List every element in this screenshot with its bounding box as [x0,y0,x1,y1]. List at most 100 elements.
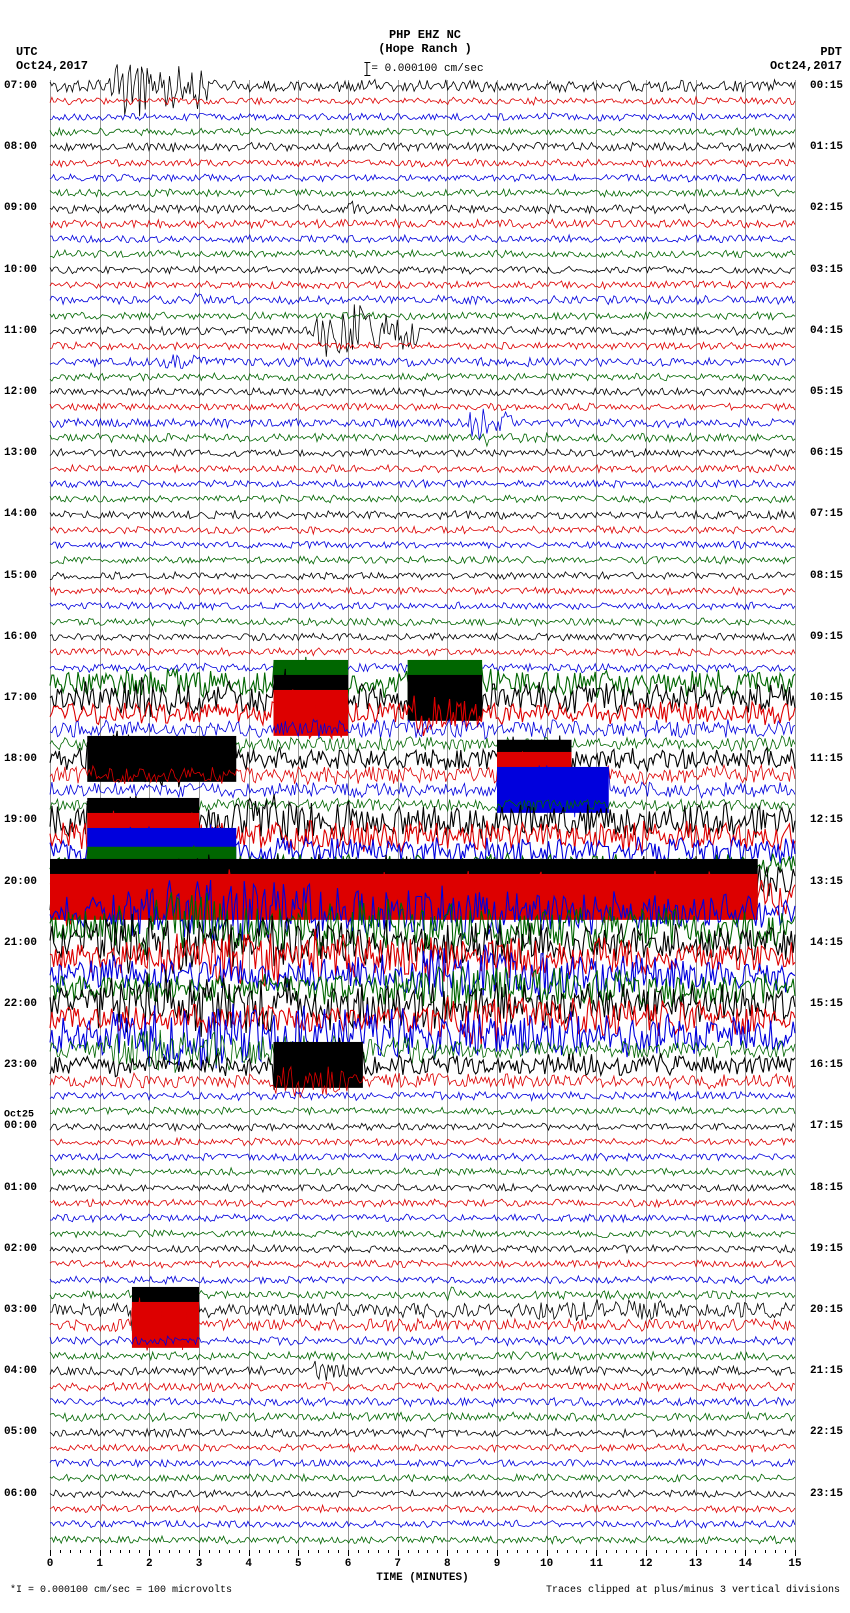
x-tick-minor [616,1550,617,1553]
x-tick-minor [189,1550,190,1553]
footer: *I = 0.000100 cm/sec = 100 microvolts Tr… [0,1585,850,1605]
x-tick [447,1550,448,1556]
x-tick-label: 1 [96,1558,103,1570]
x-tick-minor [60,1550,61,1553]
x-tick-minor [427,1550,428,1553]
time-label-utc: 04:00 [4,1365,37,1377]
time-label-utc: 01:00 [4,1182,37,1194]
x-tick-minor [219,1550,220,1553]
x-tick-label: 11 [590,1558,603,1570]
footer-left: *I = 0.000100 cm/sec = 100 microvolts [10,1585,232,1605]
x-tick-minor [537,1550,538,1553]
x-tick-minor [418,1550,419,1553]
time-label-utc: 20:00 [4,876,37,888]
x-tick-label: 0 [47,1558,54,1570]
x-tick-minor [517,1550,518,1553]
time-label-pdt: 03:15 [810,264,843,276]
x-tick-label: 2 [146,1558,153,1570]
x-tick-minor [318,1550,319,1553]
x-tick-minor [636,1550,637,1553]
time-label-utc: 18:00 [4,753,37,765]
x-tick-minor [666,1550,667,1553]
x-tick-minor [328,1550,329,1553]
date-break-label: Oct25 [4,1110,34,1121]
x-tick-minor [378,1550,379,1553]
x-tick-minor [437,1550,438,1553]
x-tick [50,1550,51,1556]
x-tick-minor [735,1550,736,1553]
time-label-pdt: 21:15 [810,1365,843,1377]
time-label-utc: 21:00 [4,937,37,949]
x-tick [745,1550,746,1556]
x-tick-minor [288,1550,289,1553]
x-tick-minor [755,1550,756,1553]
time-label-pdt: 11:15 [810,753,843,765]
x-tick-minor [70,1550,71,1553]
x-tick-minor [388,1550,389,1553]
x-tick-minor [358,1550,359,1553]
time-label-pdt: 05:15 [810,386,843,398]
x-tick-minor [785,1550,786,1553]
x-tick-minor [269,1550,270,1553]
x-tick-minor [527,1550,528,1553]
time-label-pdt: 09:15 [810,631,843,643]
time-label-utc: 05:00 [4,1426,37,1438]
time-label-utc: 19:00 [4,814,37,826]
x-tick-minor [139,1550,140,1553]
time-label-utc: 23:00 [4,1059,37,1071]
time-label-pdt: 04:15 [810,325,843,337]
time-label-pdt: 07:15 [810,508,843,520]
time-label-utc: 22:00 [4,998,37,1010]
time-label-utc: 08:00 [4,141,37,153]
x-tick-minor [110,1550,111,1553]
time-label-utc: 15:00 [4,570,37,582]
time-label-pdt: 18:15 [810,1182,843,1194]
time-label-utc: 11:00 [4,325,37,337]
x-tick-minor [308,1550,309,1553]
time-label-utc: 06:00 [4,1488,37,1500]
x-tick-minor [368,1550,369,1553]
x-tick-minor [209,1550,210,1553]
time-label-utc: 16:00 [4,631,37,643]
x-tick [149,1550,150,1556]
time-label-pdt: 01:15 [810,141,843,153]
x-tick-minor [278,1550,279,1553]
plot-area: 07:0008:0009:0010:0011:0012:0013:0014:00… [50,80,795,1550]
x-tick-label: 10 [540,1558,553,1570]
time-label-utc: 14:00 [4,508,37,520]
time-label-utc: 00:00 [4,1120,37,1132]
x-tick-label: 12 [639,1558,652,1570]
time-label-pdt: 14:15 [810,937,843,949]
x-tick-minor [487,1550,488,1553]
time-label-pdt: 17:15 [810,1120,843,1132]
time-label-pdt: 13:15 [810,876,843,888]
x-tick-minor [507,1550,508,1553]
time-label-utc: 07:00 [4,80,37,92]
x-tick-minor [457,1550,458,1553]
x-tick [249,1550,250,1556]
time-label-utc: 09:00 [4,202,37,214]
time-label-utc: 17:00 [4,692,37,704]
x-tick-minor [259,1550,260,1553]
x-tick-minor [120,1550,121,1553]
footer-right: Traces clipped at plus/minus 3 vertical … [546,1585,840,1605]
x-tick [398,1550,399,1556]
time-label-pdt: 06:15 [810,447,843,459]
x-tick-minor [80,1550,81,1553]
time-label-pdt: 19:15 [810,1243,843,1255]
x-tick-minor [239,1550,240,1553]
x-tick [547,1550,548,1556]
time-label-pdt: 12:15 [810,814,843,826]
time-label-utc: 13:00 [4,447,37,459]
time-label-utc: 12:00 [4,386,37,398]
x-tick-minor [169,1550,170,1553]
x-tick-minor [408,1550,409,1553]
x-tick-label: 6 [345,1558,352,1570]
x-tick-minor [775,1550,776,1553]
x-tick-label: 13 [689,1558,702,1570]
time-label-pdt: 23:15 [810,1488,843,1500]
x-tick [298,1550,299,1556]
x-tick-minor [676,1550,677,1553]
x-tick-label: 7 [394,1558,401,1570]
x-tick-minor [338,1550,339,1553]
